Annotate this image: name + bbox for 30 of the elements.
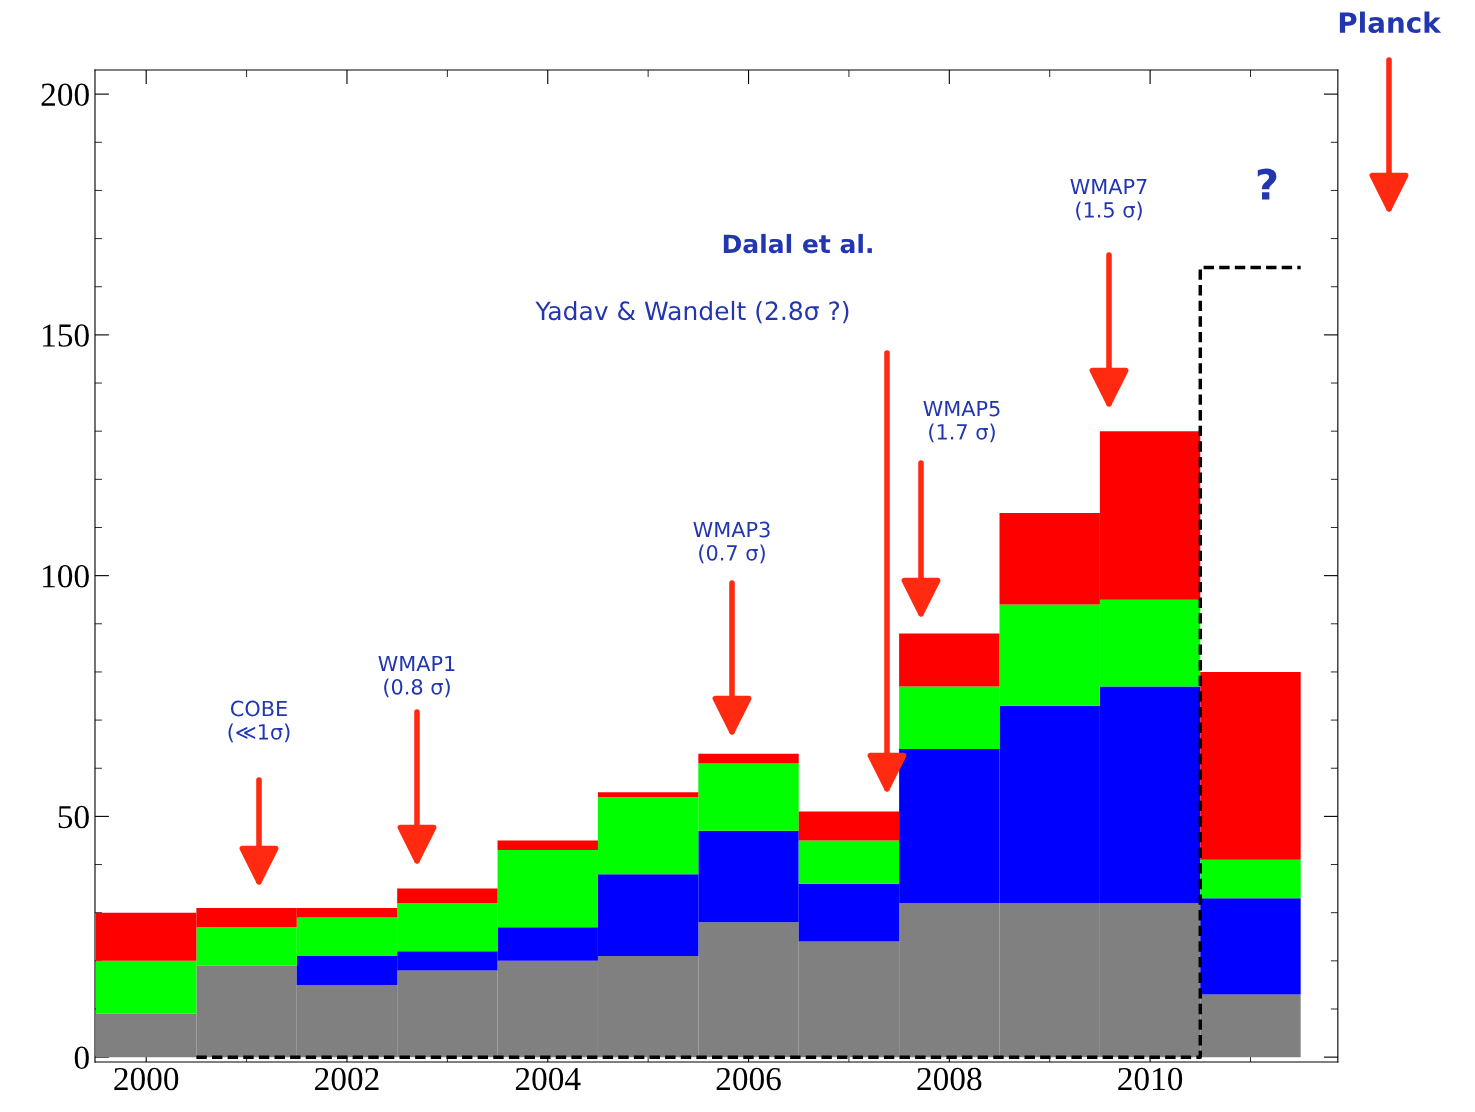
annotation: COBE (≪1σ) <box>228 700 290 743</box>
y-tick-label: 50 <box>58 805 89 829</box>
y-tick-label: 200 <box>41 83 89 107</box>
annotation: Yadav & Wandelt (2.8σ ?) <box>535 300 849 324</box>
bar <box>1200 898 1301 995</box>
annotation: WMAP5 (1.7 σ) <box>923 400 1000 443</box>
x-tick-label: 2006 <box>716 1067 781 1091</box>
x-tick-label: 2008 <box>917 1067 982 1091</box>
bar <box>1200 671 1301 860</box>
x-tick-label: 2004 <box>515 1067 581 1091</box>
bar <box>698 753 799 764</box>
text: Planck <box>1339 11 1442 34</box>
bar <box>597 792 699 798</box>
annotation: Dalal et al. <box>723 233 872 254</box>
x-tick-label: 2010 <box>1118 1067 1183 1091</box>
bar <box>798 840 900 884</box>
bar <box>899 633 1000 687</box>
annotation: WMAP1 (0.8 σ) <box>378 655 455 698</box>
y-tick-label: 150 <box>43 324 89 347</box>
bar <box>798 811 900 841</box>
annotation: WMAP7 (1.5 σ) <box>1070 178 1147 221</box>
y-tick-label: 100 <box>43 565 89 588</box>
annotation: WMAP3 (0.7 σ) <box>693 521 770 564</box>
x-tick-label: 2002 <box>315 1067 379 1091</box>
bar <box>1200 859 1301 899</box>
x-tick-label: 2000 <box>114 1067 179 1091</box>
bar <box>397 888 498 904</box>
y-tick-label: 0 <box>74 1046 89 1070</box>
bar <box>497 840 598 851</box>
annotation: ? <box>1257 168 1277 200</box>
